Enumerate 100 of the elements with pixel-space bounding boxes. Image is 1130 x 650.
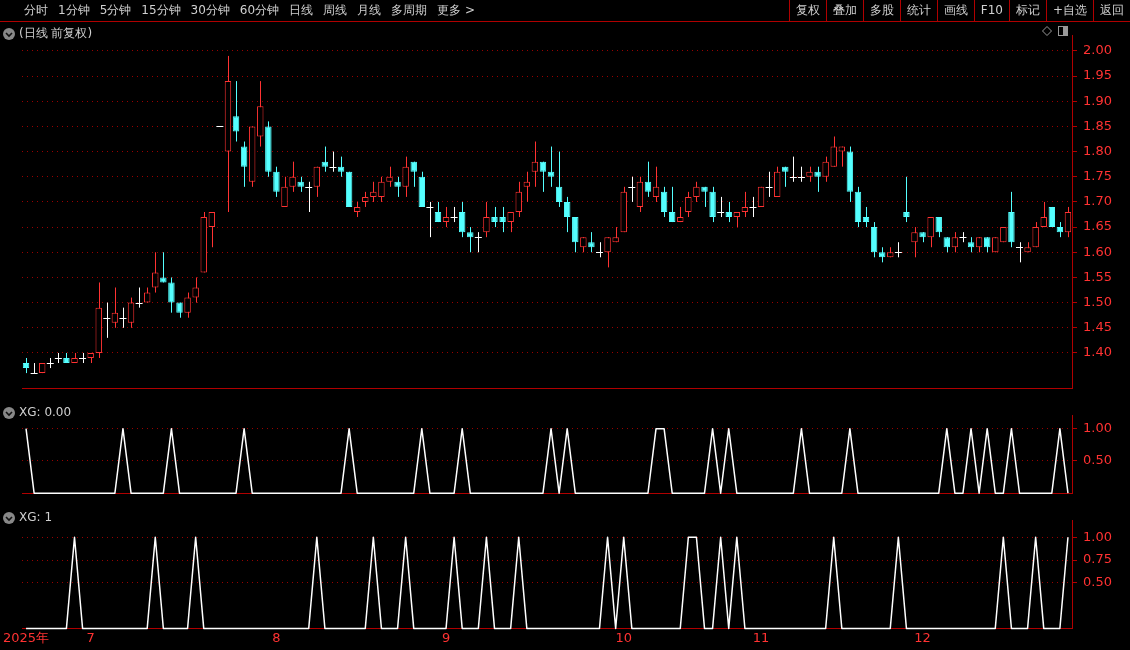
candlestick: [748, 196, 757, 218]
candlestick: [693, 181, 700, 203]
candlestick: [685, 191, 692, 218]
text: 多周期: [391, 2, 428, 19]
candlestick: [467, 226, 474, 253]
text: 日线: [289, 2, 314, 19]
candlestick: [450, 206, 459, 223]
candlestick: [588, 231, 595, 253]
y-tick-label: 1.65: [1083, 218, 1112, 234]
x-tick-label: 10: [615, 629, 632, 645]
y-tick-label: 0.50: [1083, 574, 1112, 590]
candlestick: [425, 201, 434, 238]
text: 标记: [1008, 0, 1046, 21]
candlestick: [474, 231, 483, 253]
text: F10: [973, 0, 1009, 21]
candlestick: [394, 176, 401, 198]
candlestick: [160, 251, 167, 283]
x-tick-label: 2025年: [2, 629, 50, 645]
candlestick: [483, 201, 490, 238]
candlestick: [135, 287, 144, 309]
candlestick: [118, 307, 127, 329]
candlestick: [46, 357, 55, 369]
text: 叠加: [825, 0, 863, 21]
y-tick-label: 1.00: [1083, 420, 1112, 436]
text: 月线: [357, 2, 382, 19]
text: 30分钟: [190, 2, 230, 19]
candlestick: [822, 156, 829, 183]
text: 60分钟: [239, 2, 280, 19]
y-tick-label: 1.55: [1083, 268, 1112, 284]
text: 15分钟: [141, 2, 181, 19]
candlestick: [911, 226, 918, 258]
x-tick-label: 8: [272, 629, 281, 645]
candlestick: [281, 176, 288, 208]
candlestick: [273, 166, 280, 198]
candlestick: [78, 352, 87, 364]
text: 复权: [788, 0, 826, 21]
candlestick: [499, 206, 506, 233]
candlestick: [152, 251, 159, 294]
candlestick: [627, 176, 636, 203]
candlestick: [192, 276, 199, 304]
y-tick-label: 1.90: [1083, 92, 1112, 108]
candlestick: [102, 302, 111, 339]
candlestick: [716, 196, 725, 218]
candlestick: [935, 216, 942, 238]
x-tick-label: 9: [441, 629, 451, 645]
text: 1分钟: [58, 2, 90, 19]
candlestick: [894, 241, 903, 258]
text: 周线: [323, 2, 348, 19]
text: 画线: [936, 0, 974, 21]
chart-title: XG: 0.00: [19, 405, 72, 419]
text: 分时: [24, 2, 48, 19]
candlestick: [370, 181, 377, 203]
y-tick-label: 1.40: [1083, 344, 1112, 360]
y-tick-label: 1.70: [1083, 193, 1112, 209]
candlestick: [814, 166, 821, 193]
x-tick-label: 11: [752, 629, 770, 645]
candlestick: [168, 276, 175, 314]
candlestick: [927, 216, 934, 248]
candlestick: [184, 292, 191, 319]
y-tick-label: 1.95: [1083, 67, 1112, 83]
candlestick: [378, 176, 385, 203]
candlestick: [328, 151, 337, 173]
y-tick-label: 1.80: [1083, 142, 1112, 158]
candlestick: [30, 362, 39, 374]
candlestick: [289, 161, 296, 193]
candlestick: [304, 181, 313, 213]
candlestick: [1015, 241, 1024, 263]
candlestick: [1032, 221, 1039, 248]
text: 5分钟: [99, 2, 132, 19]
text: 返回: [1093, 0, 1130, 21]
chart-title: (日线 前复权): [19, 26, 93, 40]
y-tick-label: 1.60: [1083, 243, 1112, 259]
chart-title: XG: 1: [19, 510, 53, 524]
x-tick-label: 7: [86, 629, 95, 645]
y-tick-label: 1.45: [1083, 319, 1112, 335]
y-tick-label: 1.75: [1083, 168, 1112, 184]
candlestick: [208, 211, 216, 248]
candlestick: [563, 196, 571, 233]
candlestick: [491, 206, 498, 228]
y-tick-label: 1.50: [1083, 293, 1112, 309]
y-tick-label: 1.00: [1083, 528, 1112, 544]
candlestick: [765, 171, 774, 198]
candlestick: [595, 241, 604, 258]
candlestick: [402, 156, 409, 198]
y-tick-label: 2.00: [1083, 42, 1112, 58]
candlestick: [958, 231, 967, 243]
text: 多股: [862, 0, 900, 21]
text: 更多 >: [437, 2, 475, 19]
y-tick-label: 1.85: [1083, 117, 1112, 133]
x-tick-label: 12: [914, 629, 931, 645]
candlestick: [903, 176, 910, 223]
candlestick: [386, 166, 393, 188]
candlestick: [555, 151, 563, 208]
y-tick-label: 0.50: [1083, 452, 1112, 468]
text: 统计: [899, 0, 937, 21]
text: +自选: [1045, 0, 1093, 21]
candlestick: [709, 186, 716, 223]
y-tick-label: 0.75: [1083, 551, 1112, 567]
candlestick: [572, 216, 579, 253]
candlestick: [604, 236, 611, 268]
